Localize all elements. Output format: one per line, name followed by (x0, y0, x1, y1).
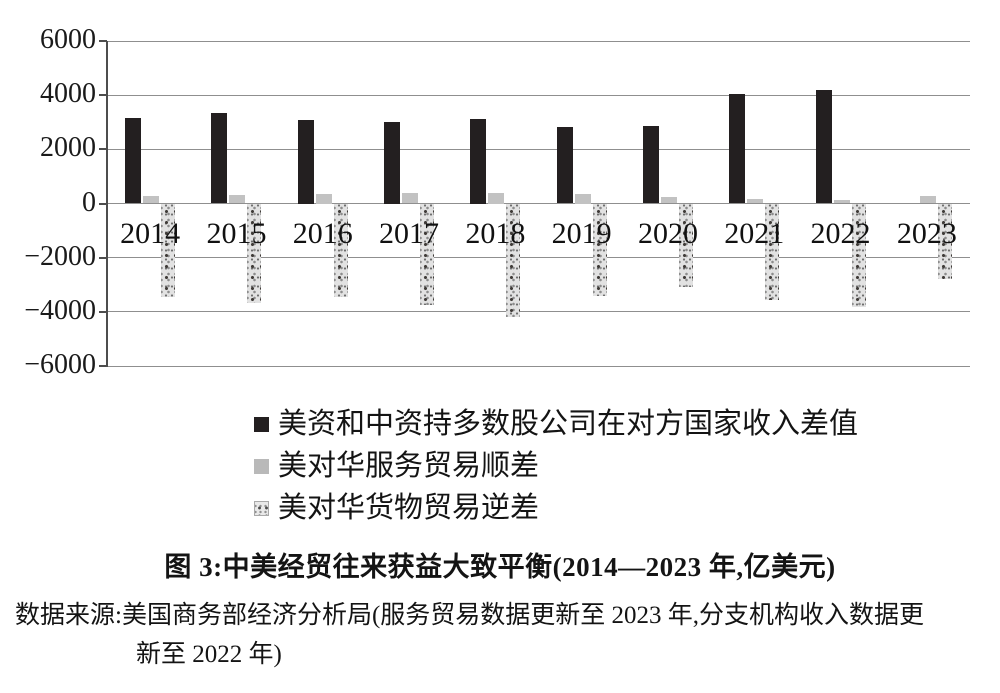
y-axis-label: 0 (82, 186, 96, 218)
y-axis-label: −6000 (24, 349, 96, 380)
bar-2023-series2 (937, 203, 952, 280)
y-axis-label: 4000 (40, 78, 96, 110)
bar-2017-series1 (402, 193, 419, 204)
legend-item-income-gap: 美资和中资持多数股公司在对方国家收入差值 (254, 403, 858, 445)
bar-2016-series0 (297, 119, 314, 204)
y-axis-tick (99, 148, 107, 151)
gridline-0 (107, 203, 970, 204)
bar-2016-series1 (315, 193, 332, 204)
plot-area: 2014 2015 2016 2017 2018 2019 2020 2021 2022 2023 (99, 40, 970, 367)
gridline--2000 (107, 257, 970, 259)
chart-legend: 美资和中资持多数股公司在对方国家收入差值 美对华服务贸易顺差 美对华货物贸易逆差 (254, 403, 858, 529)
legend-label: 美资和中资持多数股公司在对方国家收入差值 (278, 407, 859, 440)
x-axis-label-2019: 2019 (551, 217, 612, 250)
x-axis-label-2014: 2014 (120, 217, 181, 250)
x-axis-label-2016: 2016 (292, 217, 353, 250)
y-axis-line (106, 41, 108, 367)
bar-2015-series1 (229, 195, 246, 204)
bar-2014-series0 (125, 117, 142, 204)
y-axis-label: 2000 (40, 132, 96, 164)
bar-2014-series1 (143, 196, 160, 204)
bar-2020-series1 (660, 197, 677, 204)
data-source-line2: 新至 2022 年) (136, 641, 282, 668)
gridline-6000 (107, 40, 970, 42)
x-axis-label-2021: 2021 (724, 217, 785, 250)
bar-2017-series0 (384, 122, 401, 204)
legend-item-goods-deficit: 美对华货物贸易逆差 (254, 487, 858, 529)
bar-2019-series1 (574, 193, 591, 204)
bar-2016-series2 (333, 203, 348, 298)
bar-2020-series0 (642, 126, 659, 204)
bar-2022-series0 (815, 90, 832, 204)
legend-item-services-surplus: 美对华服务贸易顺差 (254, 445, 858, 487)
legend-label: 美对华货物贸易逆差 (278, 491, 540, 524)
y-axis-tick (99, 365, 107, 367)
bar-2022-series2 (851, 203, 866, 308)
y-axis-tick (99, 40, 107, 42)
bar-2019-series0 (556, 126, 573, 204)
bar-2018-series0 (470, 119, 487, 204)
bar-2015-series2 (247, 203, 262, 303)
x-axis-label-2022: 2022 (810, 217, 871, 250)
x-axis-label-2023: 2023 (896, 217, 957, 250)
gridline-2000 (107, 148, 970, 150)
bar-2017-series2 (420, 203, 435, 306)
y-axis-label: 6000 (40, 24, 96, 55)
bar-2021-series0 (729, 93, 746, 204)
y-axis-label: −2000 (24, 240, 96, 272)
gridline-4000 (107, 94, 970, 96)
legend-marker-black-icon (254, 416, 269, 432)
legend-marker-gray-icon (254, 458, 269, 474)
y-axis-tick (99, 202, 107, 205)
bar-2019-series2 (592, 203, 607, 297)
bar-2014-series2 (161, 203, 176, 297)
legend-marker-speckled-icon (254, 500, 269, 516)
bar-2015-series0 (211, 113, 228, 204)
bar-2023-series1 (919, 196, 936, 204)
y-axis-tick (99, 310, 107, 313)
bar-2020-series2 (678, 203, 693, 288)
x-axis-label-2020: 2020 (637, 217, 698, 250)
legend-label: 美对华服务贸易顺差 (278, 449, 540, 482)
x-axis-label-2018: 2018 (465, 217, 526, 250)
bar-2021-series1 (747, 198, 764, 204)
gridline--4000 (107, 311, 970, 313)
x-axis-label-2017: 2017 (379, 217, 440, 250)
y-axis-tick (99, 256, 107, 259)
data-source-line1: 数据来源:美国商务部经济分析局(服务贸易数据更新至 2023 年,分支机构收入数… (15, 602, 925, 629)
figure-title: 图 3:中美经贸往来获益大致平衡(2014—2023 年,亿美元) (164, 552, 836, 582)
bar-2018-series1 (488, 192, 505, 204)
y-axis-label: −4000 (24, 294, 96, 326)
bar-2021-series2 (765, 203, 780, 300)
gridline--6000 (107, 365, 970, 367)
bar-2022-series1 (833, 199, 850, 204)
y-axis-tick (99, 94, 107, 97)
bar-2018-series2 (506, 203, 521, 317)
x-axis-label-2015: 2015 (206, 217, 267, 250)
